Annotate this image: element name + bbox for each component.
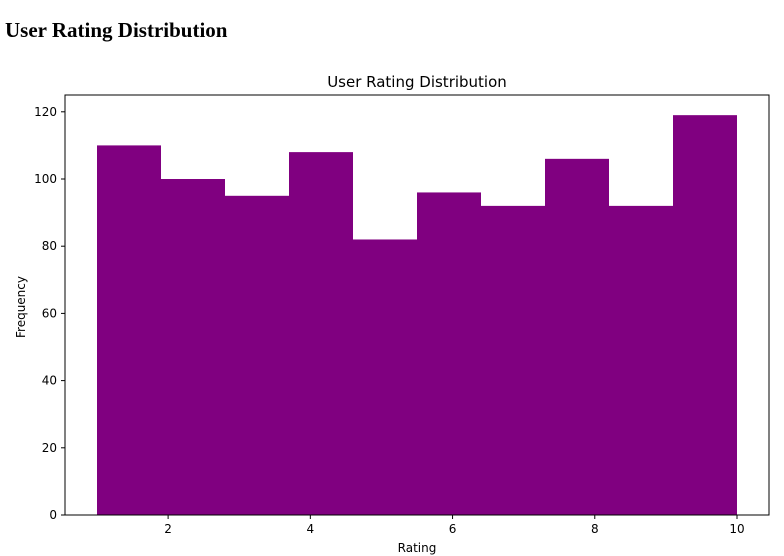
y-tick-label: 80 [42,239,57,253]
x-tick-label: 10 [729,522,744,536]
x-axis: 2 4 6 8 10 [164,515,745,536]
chart-title: User Rating Distribution [327,73,507,91]
y-tick-label: 60 [42,306,57,320]
histogram-bar [97,145,161,515]
y-axis-label: Frequency [14,276,28,338]
histogram-bar [545,158,609,515]
y-tick-label: 40 [42,374,57,388]
histogram-bar [609,205,673,515]
y-axis: 0 20 40 60 80 100 120 [34,105,65,522]
histogram-bar [353,239,417,516]
x-tick-label: 2 [164,522,172,536]
chart-container: User Rating Distribution 0 20 40 60 80 100 120… [0,60,784,556]
y-tick-label: 0 [49,508,57,522]
histogram-bar [225,195,289,516]
x-axis-label: Rating [398,541,437,555]
histogram-bar [289,152,353,515]
y-tick-label: 20 [42,441,57,455]
y-tick-label: 100 [34,172,57,186]
page-heading: User Rating Distribution [5,18,228,42]
rating-histogram-chart: User Rating Distribution 0 20 40 60 80 100 120… [14,73,770,555]
y-tick-label: 120 [34,105,57,119]
plot-frame [64,94,770,516]
x-tick-label: 6 [449,522,457,536]
x-tick-label: 4 [307,522,315,536]
histogram-bar [481,205,545,515]
x-tick-label: 8 [591,522,599,536]
histogram-bar [161,179,225,515]
histogram-bar [417,192,481,515]
histogram-bars [97,115,737,516]
histogram-bar [673,115,737,515]
